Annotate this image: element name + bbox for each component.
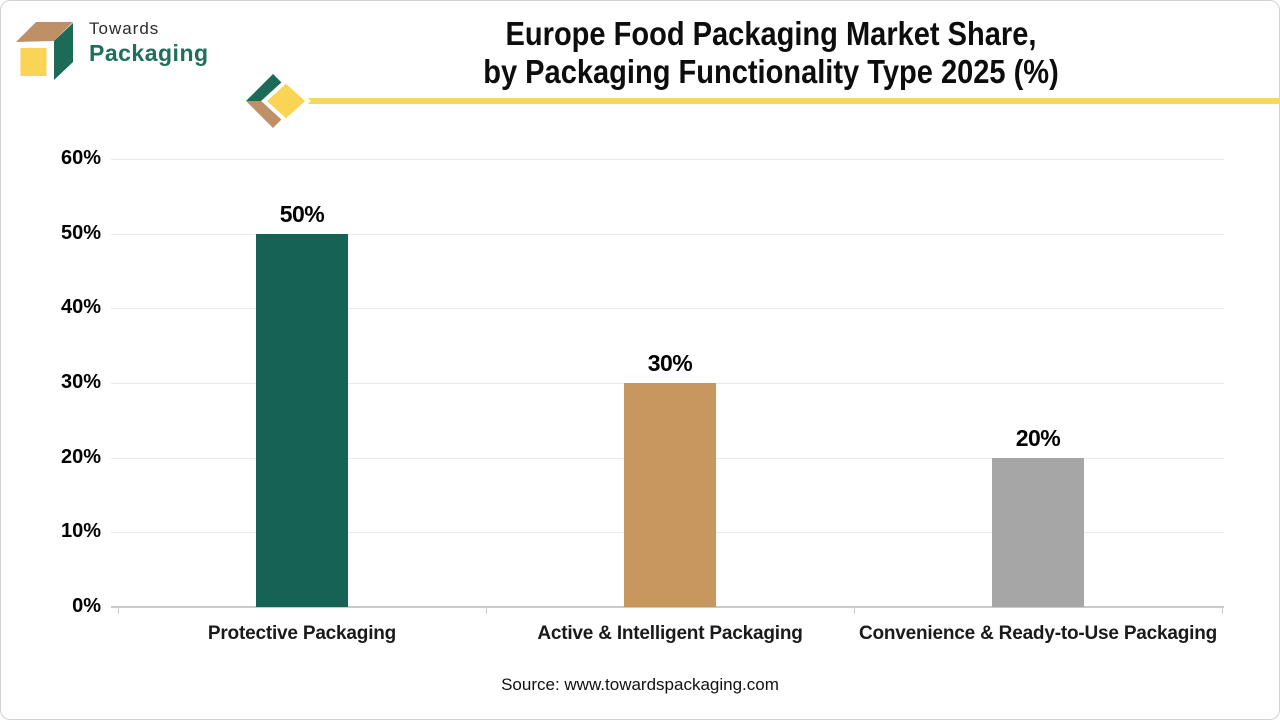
chart-title: Europe Food Packaging Market Share, by P… (366, 15, 1176, 91)
gridline-50 (111, 233, 1224, 235)
y-axis-label-30: 30% (60, 371, 101, 393)
y-axis-label-20: 20% (60, 445, 101, 468)
x-axis-tick-3 (1222, 607, 1223, 614)
bar-2 (624, 383, 716, 607)
gridline-40 (111, 308, 1224, 310)
y-axis-label-60: 60% (60, 147, 101, 169)
x-axis-tick-0 (118, 607, 119, 614)
bar-value-label-3: 20% (1015, 424, 1061, 451)
diamond-divider-icon (246, 74, 311, 128)
bar-1 (256, 233, 348, 607)
divider-line (297, 98, 1279, 104)
y-axis-label-40: 40% (60, 296, 101, 319)
brand-wordmark: Towards Packaging (89, 20, 209, 65)
y-axis-label-50: 50% (60, 221, 101, 244)
x-axis-line (111, 606, 1224, 608)
y-axis-label-10: 10% (60, 520, 101, 543)
x-axis-tick-1 (486, 607, 487, 614)
bar-value-label-2: 30% (647, 350, 693, 376)
brand-wordmark-top: Towards (89, 19, 160, 38)
bar-value-label-1: 50% (279, 200, 325, 227)
chart-title-line1: Europe Food Packaging Market Share, (505, 15, 1037, 52)
x-category-label-1: Protective Packaging (207, 623, 397, 644)
x-axis-tick-2 (854, 607, 855, 614)
bar-3 (992, 457, 1084, 607)
brand-logo-icon (16, 22, 73, 80)
source-text: Source: www.towardspackaging.com (501, 675, 779, 694)
chart-title-line2: by Packaging Functionality Type 2025 (%) (483, 53, 1059, 90)
gridline-60 (111, 159, 1224, 160)
x-category-label-3: Convenience & Ready-to-Use Packaging (858, 623, 1218, 644)
x-category-label-2: Active & Intelligent Packaging (537, 623, 803, 644)
brand-wordmark-bottom: Packaging (89, 40, 209, 66)
y-axis-label-0: 0% (72, 595, 101, 617)
